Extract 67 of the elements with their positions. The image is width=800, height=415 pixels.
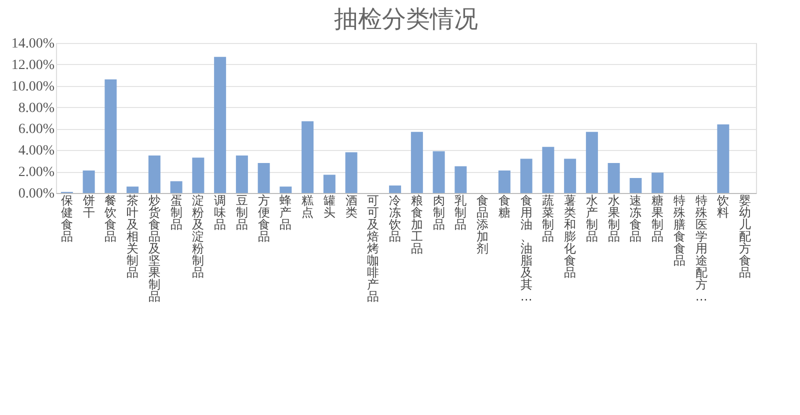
- bar: [564, 158, 576, 193]
- bar: [82, 170, 95, 193]
- bar: [454, 166, 467, 193]
- bar: [104, 79, 117, 193]
- x-tick-label: 蜂产品: [280, 194, 292, 232]
- chart-title: 抽检分类情况: [334, 5, 478, 33]
- x-tick-label: 水产制品: [586, 194, 598, 244]
- y-tick-label: 4.00%: [18, 144, 55, 159]
- x-tick-label: 饮料: [716, 194, 730, 220]
- category-label: 炒货食品及坚果制品: [148, 194, 160, 304]
- x-tick-label: 乳制品: [454, 194, 467, 232]
- x-tick-label: 糕点: [302, 194, 314, 220]
- bar: [717, 124, 730, 193]
- bar: [323, 174, 336, 193]
- y-tick-label: 10.00%: [11, 79, 55, 94]
- x-tick-label: 酒类: [345, 194, 358, 220]
- y-tick-label: 12.00%: [11, 58, 55, 73]
- bar: [302, 121, 314, 193]
- y-tick-label: 8.00%: [18, 100, 55, 116]
- x-tick-label: 特殊膳食食品: [673, 194, 686, 268]
- x-tick-label: 水果制品: [608, 194, 620, 244]
- bar: [652, 172, 664, 193]
- x-tick-label: 淀粉及淀粉制品: [192, 194, 204, 280]
- category-label: 食用油、油脂及其…: [520, 194, 532, 304]
- bar: [148, 156, 160, 193]
- bar: [345, 152, 358, 193]
- category-label: 可可及焙烤咖啡产品: [367, 194, 380, 304]
- bar: [630, 178, 642, 193]
- x-tick-label: 豆制品: [236, 194, 248, 232]
- bar: [170, 181, 182, 193]
- x-tick-label: 餐饮食品: [104, 194, 117, 244]
- y-tick-label: 0.00%: [18, 186, 55, 202]
- bar: [432, 151, 445, 193]
- x-tick-label: 食品添加剂: [476, 194, 489, 256]
- x-tick-label: 冷冻饮品: [388, 194, 402, 244]
- y-tick-label: 14.00%: [11, 36, 55, 52]
- bar: [236, 156, 248, 193]
- x-tick-label: 保健食品: [60, 194, 73, 244]
- category-label: 特殊医学用途配方…: [695, 194, 708, 304]
- x-tick-label: 罐头: [323, 194, 336, 220]
- bar: [608, 163, 620, 193]
- bar: [192, 158, 204, 193]
- x-tick-label: 饼干: [82, 194, 95, 220]
- x-tick-label: 茶叶及相关制品: [126, 194, 139, 280]
- x-tick-label: 粮食加工品: [410, 194, 423, 256]
- bar: [258, 163, 270, 193]
- bar: [542, 146, 554, 193]
- x-tick-label: 方便食品: [258, 194, 270, 244]
- bar: [214, 56, 226, 193]
- x-tick-label: 速冻食品: [630, 194, 642, 244]
- x-tick-label: 调味品: [214, 194, 226, 232]
- bar: [126, 186, 139, 193]
- bar: [520, 158, 532, 193]
- x-tick-label: 糖果制品: [652, 194, 664, 244]
- bar: [586, 132, 598, 193]
- x-tick-label: 肉制品: [432, 194, 445, 232]
- x-tick-label: 蛋制品: [170, 194, 182, 232]
- x-tick-label: 婴幼儿配方食品: [739, 194, 752, 280]
- y-tick-label: 2.00%: [18, 165, 55, 180]
- x-tick-label: 食糖: [498, 194, 510, 220]
- x-tick-label: 蔬菜制品: [542, 194, 554, 244]
- bar: [410, 132, 423, 193]
- bar: [498, 170, 510, 193]
- bar: [389, 186, 402, 193]
- x-tick-label: 薯类和膨化食品: [564, 194, 576, 280]
- bar: [280, 186, 292, 193]
- y-tick-label: 6.00%: [18, 122, 55, 138]
